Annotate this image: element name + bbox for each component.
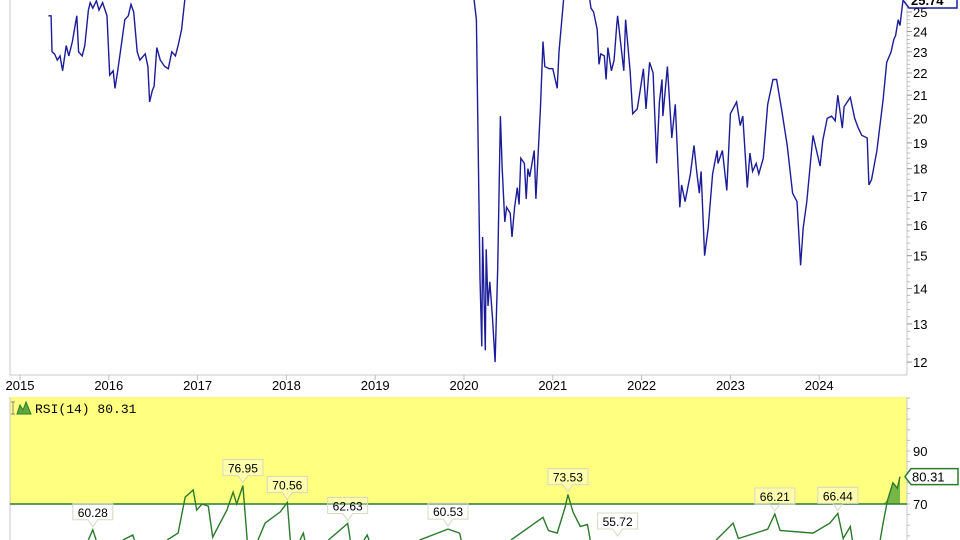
last-price-badge-text: 25.74 [911, 0, 944, 8]
price-series-line [48, 0, 904, 363]
rsi-peak-callout: 70.56 [266, 476, 308, 501]
price-axis-tick-label: 22 [913, 66, 927, 81]
rsi-legend-label: RSI(14) 80.31 [35, 402, 137, 417]
rsi-peak-callout: 55.72 [597, 512, 639, 537]
price-axis-tick-label: 14 [913, 282, 927, 297]
price-axis-tick-label: 23 [913, 45, 927, 60]
x-axis-tick-label: 2024 [805, 378, 834, 393]
price-axis-tick-label: 18 [913, 162, 927, 177]
rsi-callout-text: 62.63 [333, 500, 363, 514]
resize-handle-icon[interactable] [11, 401, 15, 415]
rsi-callout-box [547, 468, 589, 493]
price-axis-tick-label: 13 [913, 317, 927, 332]
rsi-callout-text: 66.44 [823, 489, 853, 503]
rsi-callout-box [817, 486, 859, 512]
rsi-peak-callout: 66.21 [754, 487, 796, 512]
rsi-series-line [87, 476, 901, 540]
rsi-callout-box [597, 512, 639, 537]
last-rsi-badge: 80.31 [904, 467, 959, 486]
x-axis-tick-label: 2023 [716, 378, 745, 393]
indicator-mountain-icon [16, 400, 32, 415]
rsi-peak-callout: 60.53 [427, 502, 469, 527]
price-axis-tick-label: 16 [913, 218, 927, 233]
rsi-callout-text: 66.21 [760, 490, 790, 504]
rsi-peak-callout: 76.95 [222, 459, 264, 484]
price-axis-tick-label: 24 [913, 24, 927, 39]
last-rsi-badge-box [904, 467, 959, 486]
rsi-callout-box [754, 487, 796, 512]
x-axis-tick-label: 2017 [183, 378, 212, 393]
rsi-callout-text: 73.53 [553, 471, 583, 485]
rsi-callout-text: 76.95 [228, 462, 258, 476]
price-axis-tick-label: 19 [913, 136, 927, 151]
rsi-callout-box [266, 476, 308, 501]
last-rsi-badge-text: 80.31 [912, 470, 945, 485]
rsi-callout-text: 55.72 [603, 515, 633, 529]
rsi-legend-header: RSI(14) 80.31 [11, 400, 137, 417]
x-axis-tick-label: 2018 [272, 378, 301, 393]
price-axis-tick-label: 12 [913, 355, 927, 370]
x-axis-tick-label: 2016 [94, 378, 123, 393]
rsi-peak-callout: 66.44 [817, 486, 859, 512]
price-axis-tick-label: 21 [913, 88, 927, 103]
rsi-axis-tick-label: 90 [913, 444, 927, 459]
rsi-peak-callout: 73.53 [547, 468, 589, 493]
rsi-callout-box [427, 502, 469, 527]
rsi-callout-box [327, 497, 369, 522]
rsi-callout-box [222, 459, 264, 484]
x-axis-tick-label: 2015 [6, 378, 35, 393]
price-axis-tick-label: 17 [913, 189, 927, 204]
price-axis-tick-label: 20 [913, 111, 927, 126]
x-axis: 2015 2016 2017 2018 2019 2020 2021 2022 2023 2024 [6, 375, 834, 393]
rsi-peak-callout: 60.28 [72, 503, 114, 528]
x-axis-tick-label: 2021 [538, 378, 567, 393]
x-axis-tick-label: 2020 [450, 378, 479, 393]
rsi-axis-tick-label: 70 [913, 497, 927, 512]
x-axis-tick-label: 2022 [627, 378, 656, 393]
last-price-badge: 25.74 [902, 0, 958, 9]
rsi-callout-text: 70.56 [272, 479, 302, 493]
rsi-overbought-fill [883, 476, 900, 504]
rsi-callout-box [72, 503, 114, 528]
rsi-panel: 70 90 60.28 76.95 70.56 62.63 60.53 73.53 55.72 6… [9, 397, 959, 540]
rsi-callout-text: 60.53 [433, 505, 463, 519]
last-price-badge-box [902, 0, 958, 9]
rsi-peak-callout: 62.63 [327, 497, 369, 522]
rsi-overbought-zone [10, 397, 907, 504]
rsi-callout-text: 60.28 [78, 506, 108, 520]
price-axis-tick-label: 15 [913, 249, 927, 264]
x-axis-tick-label: 2019 [361, 378, 390, 393]
